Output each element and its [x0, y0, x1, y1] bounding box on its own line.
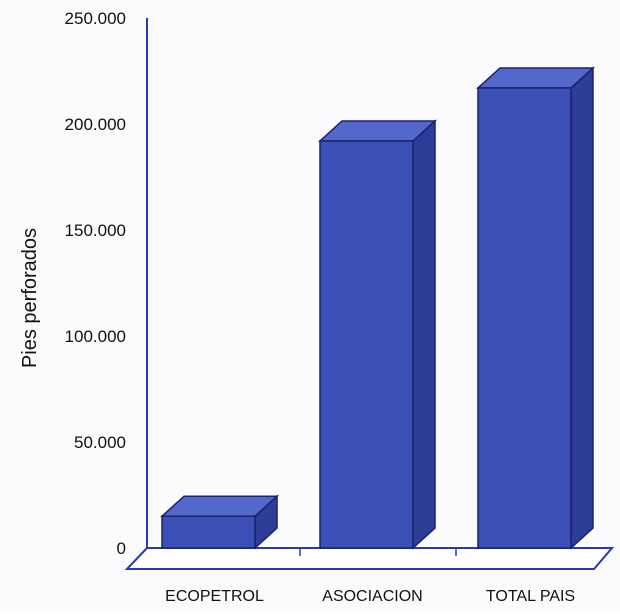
- x-category-label: ECOPETROL: [165, 588, 264, 605]
- bar-front-face: [319, 140, 414, 549]
- y-tick-label: 0: [117, 539, 126, 558]
- y-tick-label: 50.000: [74, 433, 126, 452]
- y-tick-label: 250.000: [65, 9, 126, 28]
- y-axis-title: Pies perforados: [19, 228, 41, 368]
- x-category-label: TOTAL PAIS: [486, 588, 575, 605]
- bar-side-face: [570, 66, 594, 550]
- bar: [476, 66, 595, 550]
- y-tick-label: 200.000: [65, 115, 126, 134]
- y-tick-label: 150.000: [65, 221, 126, 240]
- y-tick-label: 100.000: [65, 327, 126, 346]
- bar-front-face: [161, 515, 256, 549]
- bar: [160, 494, 279, 550]
- chart-floor: [124, 547, 615, 570]
- x-category-label: ASOCIACION: [322, 588, 422, 605]
- bar-front-face: [477, 87, 572, 549]
- bar-side-face: [412, 119, 436, 550]
- bar: [318, 119, 437, 550]
